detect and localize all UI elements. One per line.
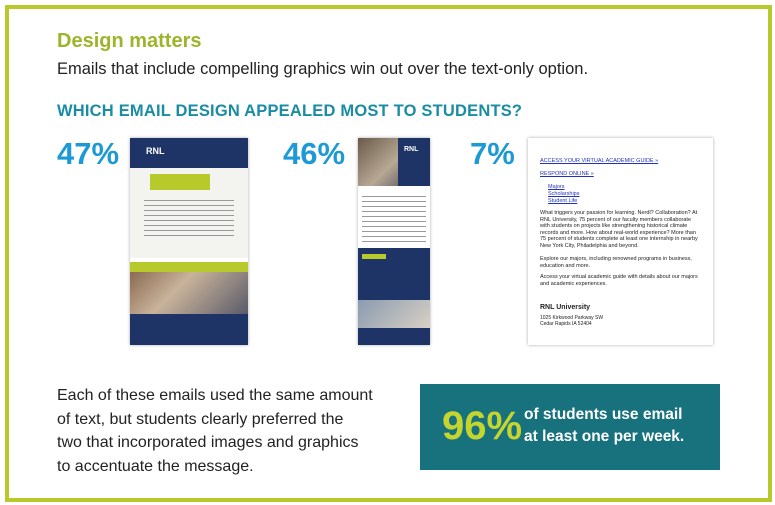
question: WHICH EMAIL DESIGN APPEALED MOST TO STUD… bbox=[57, 102, 523, 120]
percent: 47% bbox=[57, 136, 120, 171]
paragraph: Access your virtual academic guide with … bbox=[540, 274, 698, 287]
address: 1025 Kirkwood Parkway SW bbox=[540, 315, 604, 321]
logo: RNL bbox=[404, 146, 419, 153]
stat-text: of students use email bbox=[524, 406, 683, 423]
frame bbox=[5, 5, 772, 502]
stat-text: at least one per week. bbox=[524, 428, 685, 445]
percent: 7% bbox=[470, 136, 515, 171]
percent: 46% bbox=[283, 136, 346, 171]
paragraph: What triggers your passion for learning.… bbox=[540, 210, 698, 249]
summary-line: of text, but students clearly preferred … bbox=[57, 410, 344, 428]
email-thumbnail: RNL bbox=[130, 138, 248, 345]
email-thumbnail: RNL bbox=[358, 138, 430, 345]
summary: Each of these emails used the same amoun… bbox=[57, 384, 407, 478]
logo: RNL bbox=[146, 146, 165, 156]
address: Cedar Rapids IA 52404 bbox=[540, 321, 592, 327]
paragraph: Explore our majors, including renowned p… bbox=[540, 256, 692, 269]
title: Design matters bbox=[57, 30, 202, 52]
bullet: Scholarships bbox=[548, 191, 580, 197]
signature: RNL University bbox=[540, 304, 591, 311]
bullet: Student Life bbox=[548, 198, 578, 204]
link: RESPOND ONLINE » bbox=[540, 171, 594, 177]
summary-line: Each of these emails used the same amoun… bbox=[57, 387, 373, 404]
subtitle: Emails that include compelling graphics … bbox=[57, 60, 589, 78]
email-thumbnail: ACCESS YOUR VIRTUAL ACADEMIC GUIDE » RES… bbox=[528, 138, 713, 345]
bullet: Majors bbox=[548, 184, 565, 190]
summary-line: two that incorporated images and graphic… bbox=[57, 434, 359, 451]
summary-line: to accentuate the message. bbox=[57, 457, 254, 475]
stat-box: 96% of students use email at least one p… bbox=[420, 384, 720, 470]
stat-value: 96% bbox=[442, 404, 523, 448]
link: ACCESS YOUR VIRTUAL ACADEMIC GUIDE » bbox=[540, 158, 659, 164]
